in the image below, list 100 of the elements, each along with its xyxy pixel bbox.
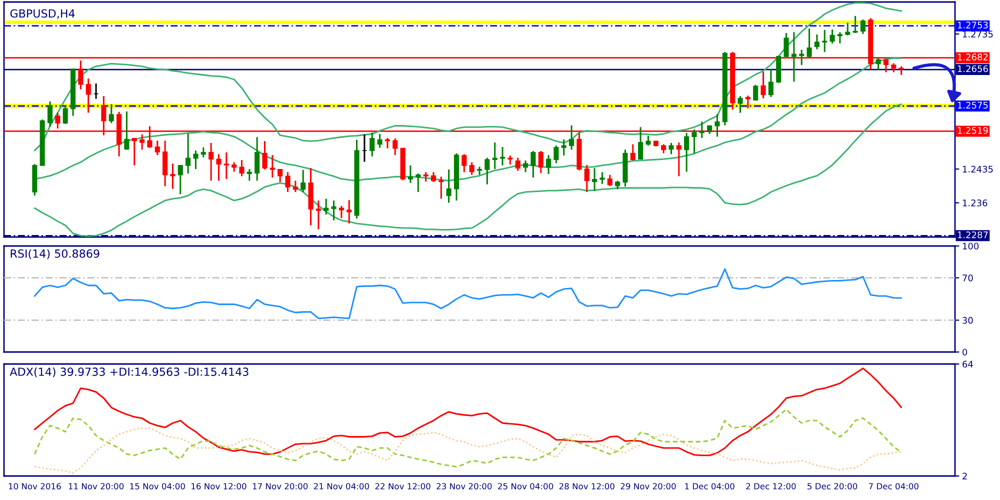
ref-line-label: 1.2682	[958, 54, 988, 60]
candlestick	[370, 132, 375, 158]
x-tick-label: 23 Nov 20:00	[436, 483, 492, 490]
candlestick	[416, 172, 421, 193]
candlestick	[830, 28, 835, 44]
candlestick	[630, 143, 636, 162]
candlestick	[316, 200, 321, 230]
candlestick	[331, 200, 336, 222]
candlestick	[692, 128, 697, 154]
x-tick-label: 16 Nov 12:00	[192, 483, 246, 490]
candlestick	[784, 32, 789, 58]
ref-line-label: 1.2575	[958, 102, 988, 109]
candlestick	[530, 150, 536, 178]
candlestick	[860, 18, 866, 35]
candlestick	[208, 142, 214, 182]
candlestick	[837, 31, 842, 44]
candlestick	[384, 137, 390, 150]
x-tick-label: 22 Nov 12:00	[375, 483, 430, 490]
candlestick	[515, 157, 520, 172]
candlestick	[738, 95, 743, 114]
candlestick	[569, 124, 574, 150]
candlestick	[676, 142, 682, 177]
candlestick	[178, 164, 183, 195]
candlestick	[522, 160, 528, 173]
candlestick	[814, 34, 820, 50]
candlestick	[300, 169, 306, 193]
candlestick	[661, 143, 666, 154]
candlestick	[423, 171, 428, 182]
candlestick	[446, 168, 452, 204]
candlestick	[430, 171, 436, 183]
candlestick	[108, 103, 114, 124]
candlestick	[714, 113, 720, 138]
x-tick-label: 10 Nov 2016	[8, 483, 61, 490]
candlestick	[346, 199, 352, 224]
candlestick	[285, 171, 290, 193]
candlestick	[845, 22, 850, 36]
candlestick	[170, 162, 176, 190]
x-tick-label: 25 Nov 04:00	[498, 483, 554, 490]
y-tick-label: 1.2735	[962, 30, 993, 38]
y-tick-label: 1.2435	[962, 166, 993, 173]
candlestick	[86, 78, 91, 114]
candlestick	[292, 180, 298, 193]
x-tick-label: 5 Dec 20:00	[808, 483, 858, 490]
ref-line-label: 1.2656	[958, 65, 988, 72]
candlestick	[408, 164, 414, 184]
candlestick	[377, 133, 382, 149]
candlestick	[684, 132, 690, 172]
chart-title: ADX(14) 39.9733 +DI:14.9563 -DI:15.4143	[10, 367, 248, 378]
candlestick	[154, 140, 160, 156]
candlestick	[254, 136, 260, 182]
candlestick	[791, 31, 796, 82]
line-series	[34, 103, 902, 237]
ref-line-label: 1.2519	[958, 126, 988, 134]
candlestick	[140, 134, 145, 150]
candlestick	[262, 140, 268, 170]
candlestick	[822, 29, 828, 53]
candlestick	[224, 152, 229, 180]
candlestick	[462, 153, 467, 173]
candlestick	[799, 48, 804, 66]
candlestick	[806, 28, 812, 60]
candlestick	[239, 159, 244, 177]
candlestick	[392, 138, 398, 156]
candlestick	[469, 162, 474, 176]
candlestick	[232, 162, 237, 172]
candlestick	[891, 62, 896, 73]
candlestick	[753, 84, 758, 102]
x-tick-label: 21 Nov 04:00	[314, 483, 369, 490]
candlestick	[500, 146, 506, 166]
line-series	[34, 408, 902, 468]
candlestick	[200, 146, 206, 158]
x-tick-label: 1 Dec 04:00	[685, 483, 734, 490]
candlestick	[607, 174, 612, 187]
candlestick	[546, 154, 552, 175]
candlestick	[760, 71, 766, 100]
candlestick	[561, 138, 566, 156]
candlestick	[270, 154, 275, 178]
candlestick	[246, 168, 252, 182]
line-series	[34, 427, 902, 474]
candlestick	[638, 126, 644, 160]
text: GBPUSD,H4	[10, 9, 75, 19]
x-tick-label: 11 Nov 20:00	[68, 483, 124, 490]
candlestick	[699, 120, 704, 139]
candlestick	[62, 104, 68, 125]
candlestick	[124, 110, 130, 150]
ref-line-label: 1.2287	[958, 231, 988, 238]
ref-line-label: 1.2753	[958, 22, 988, 28]
candlestick	[584, 164, 590, 193]
candlestick	[668, 142, 674, 155]
candlestick	[476, 166, 482, 176]
x-tick-label: 17 Nov 20:00	[252, 483, 308, 490]
candlestick	[438, 176, 444, 200]
candlestick	[852, 15, 858, 34]
candlestick	[216, 153, 222, 182]
y-tick-label: 1.236	[962, 200, 988, 206]
candlestick	[592, 167, 598, 192]
candlestick	[278, 168, 283, 183]
candlestick	[508, 154, 513, 166]
chart-title: RSI(14) 50.8869	[10, 249, 100, 260]
y-tick-label: 0	[962, 348, 968, 356]
y-tick-label: 2	[962, 472, 967, 480]
